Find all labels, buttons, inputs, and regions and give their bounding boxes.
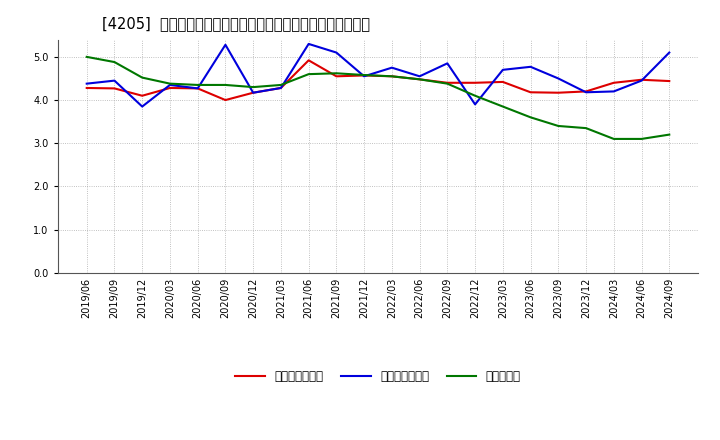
買入債務回転率 [554, 76, 562, 81]
買入債務回転率 [332, 50, 341, 55]
買入債務回転率 [221, 42, 230, 48]
売上債権回転率 [554, 90, 562, 95]
売上債権回転率 [415, 77, 424, 82]
買入債務回転率 [471, 102, 480, 107]
在庫回転率 [332, 71, 341, 76]
売上債権回転率 [387, 73, 396, 79]
Line: 売上債権回転率: 売上債権回転率 [86, 60, 670, 100]
買入債務回転率 [526, 64, 535, 70]
Text: [4205]  売上債権回転率、買入債務回転率、在庫回転率の推移: [4205] 売上債権回転率、買入債務回転率、在庫回転率の推移 [102, 16, 371, 32]
売上債権回転率 [82, 85, 91, 91]
売上債権回転率 [138, 93, 147, 99]
在庫回転率 [138, 75, 147, 80]
売上債権回転率 [637, 77, 646, 82]
在庫回転率 [194, 82, 202, 88]
Legend: 売上債権回転率, 買入債務回転率, 在庫回転率: 売上債権回転率, 買入債務回転率, 在庫回転率 [230, 366, 526, 388]
売上債権回転率 [443, 80, 451, 85]
在庫回転率 [415, 77, 424, 82]
在庫回転率 [498, 104, 507, 109]
売上債権回転率 [471, 80, 480, 85]
Line: 在庫回転率: 在庫回転率 [86, 57, 670, 139]
売上債権回転率 [110, 86, 119, 91]
在庫回転率 [637, 136, 646, 142]
買入債務回転率 [665, 50, 674, 55]
在庫回転率 [221, 82, 230, 88]
売上債権回転率 [249, 90, 258, 95]
買入債務回転率 [582, 90, 590, 95]
在庫回転率 [582, 125, 590, 131]
買入債務回転率 [498, 67, 507, 73]
売上債権回転率 [609, 80, 618, 85]
在庫回転率 [471, 93, 480, 99]
在庫回転率 [82, 54, 91, 59]
売上債権回転率 [194, 86, 202, 91]
在庫回転率 [305, 72, 313, 77]
在庫回転率 [443, 81, 451, 86]
在庫回転率 [360, 72, 369, 77]
買入債務回転率 [166, 82, 174, 88]
売上債権回転率 [332, 73, 341, 79]
売上債権回転率 [360, 73, 369, 78]
Line: 買入債務回転率: 買入債務回転率 [86, 44, 670, 106]
売上債権回転率 [221, 97, 230, 103]
在庫回転率 [166, 81, 174, 86]
売上債権回転率 [582, 89, 590, 94]
在庫回転率 [276, 82, 285, 88]
売上債権回転率 [498, 79, 507, 84]
買入債務回転率 [249, 90, 258, 95]
在庫回転率 [554, 123, 562, 128]
買入債務回転率 [637, 78, 646, 83]
売上債権回転率 [665, 78, 674, 84]
売上債権回転率 [526, 90, 535, 95]
在庫回転率 [387, 73, 396, 79]
売上債権回転率 [305, 58, 313, 63]
売上債権回転率 [166, 85, 174, 91]
在庫回転率 [526, 115, 535, 120]
買入債務回転率 [276, 85, 285, 91]
買入債務回転率 [194, 86, 202, 91]
買入債務回転率 [387, 65, 396, 70]
在庫回転率 [110, 59, 119, 65]
在庫回転率 [249, 84, 258, 90]
売上債権回転率 [276, 85, 285, 91]
買入債務回転率 [360, 73, 369, 79]
在庫回転率 [665, 132, 674, 137]
買入債務回転率 [609, 89, 618, 94]
買入債務回転率 [443, 61, 451, 66]
買入債務回転率 [415, 73, 424, 79]
買入債務回転率 [138, 104, 147, 109]
買入債務回転率 [305, 41, 313, 47]
在庫回転率 [609, 136, 618, 142]
買入債務回転率 [110, 78, 119, 83]
買入債務回転率 [82, 81, 91, 86]
